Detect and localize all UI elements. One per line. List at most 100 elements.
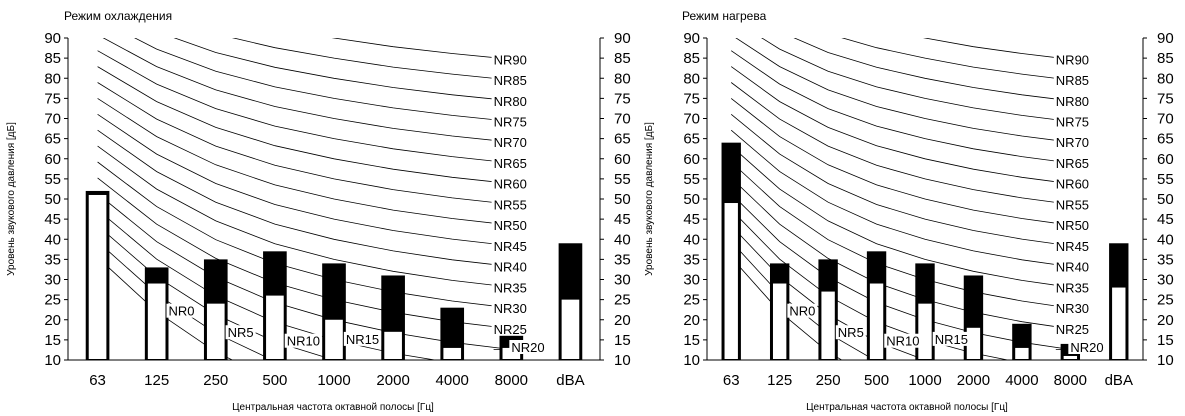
nr-label-nr15: NR15 [935,332,968,347]
y-tick-label-right: 70 [1157,111,1174,128]
nr-label-nr20: NR20 [1070,340,1103,355]
x-tick-label: 125 [144,372,169,389]
y-tick-label-right: 35 [614,251,631,268]
nr-label-nr80: NR80 [1056,94,1089,109]
nr-curve-nr40 [97,129,512,267]
y-tick-label-right: 90 [614,30,631,47]
nr-label-bg [1053,321,1092,336]
y-tick-label-left: 60 [44,151,61,168]
y-tick-label-right: 45 [1157,211,1174,228]
y-tick-label-left: 90 [44,30,61,47]
nr-label-bg [225,325,256,340]
bar-inner [869,283,884,359]
y-tick-label-left: 85 [683,50,700,67]
bar-inner [561,299,580,359]
nr-label-nr5: NR5 [228,325,254,340]
bar-inner [821,291,835,359]
y-tick-label-right: 85 [614,50,631,67]
bar-inner [1112,287,1126,359]
nr-label-nr50: NR50 [494,218,527,233]
nr-label-bg [1053,218,1092,233]
y-tick-label-right: 60 [1157,151,1174,168]
bar-inner [325,319,343,359]
y-tick-label-right: 55 [614,171,631,188]
nr-label-bg [284,333,322,348]
nr-label-bg [491,114,529,129]
nr-curve-nr70 [102,38,512,143]
nr-label-bg [1053,93,1092,108]
x-tick-label: 8000 [1054,372,1087,389]
y-tick-label-right: 40 [614,231,631,248]
nr-label-nr85: NR85 [1056,73,1089,88]
nr-curve-nr60 [97,66,512,185]
chart-title: Режим нагрева [682,9,767,23]
y-tick-label-left: 20 [44,312,61,329]
nr-label-bg [1053,155,1092,170]
nr-label-nr90: NR90 [1056,52,1089,67]
nr-curve-nr55 [730,82,1071,205]
y-axis-label: Уровень звукового давления [дБ] [6,122,17,276]
y-tick-label-left: 75 [44,90,61,107]
y-tick-label-right: 20 [1157,312,1174,329]
nr-curve-nr60 [730,66,1071,185]
chart-2: Режим нагрева 10 10 15 15 20 20 25 25 30 30 35 35 40 4… [644,9,1174,413]
nr-label-bg [491,238,529,253]
bar-inner [147,283,166,359]
nr-label-bg [1053,280,1092,295]
y-tick-label-left: 30 [683,272,700,289]
y-axis-label: Уровень звукового давления [дБ] [644,122,655,276]
nr-label-nr30: NR30 [1056,301,1089,316]
y-tick-label-right: 80 [614,70,631,87]
nr-label-nr30: NR30 [494,301,527,316]
x-tick-label: dBA [1105,372,1133,389]
bar-inner [966,327,981,359]
x-tick-label: 250 [203,372,228,389]
x-tick-label: 63 [89,372,106,389]
nr-label-bg [491,155,529,170]
y-tick-label-right: 20 [614,312,631,329]
nr-curve-nr10 [97,225,336,360]
nr-label-bg [1053,197,1092,212]
nr-curve-nr70 [735,38,1071,143]
nr-curve-nr10 [730,225,927,360]
nr-label-bg [1053,52,1092,67]
nr-label-bg [491,280,529,295]
y-tick-label-right: 25 [614,292,631,309]
y-tick-label-right: 10 [614,352,631,369]
y-tick-label-left: 50 [44,191,61,208]
nr-label-bg [835,325,866,340]
bar-inner [724,203,738,359]
y-tick-label-left: 35 [44,251,61,268]
y-tick-label-left: 25 [44,292,61,309]
nr-label-bg [884,333,922,348]
x-axis-label: Центральная частота октавной полосы [Гц] [806,402,1008,413]
nr-label-bg [491,218,529,233]
nr-label-nr65: NR65 [1056,156,1089,171]
y-tick-label-left: 35 [683,251,700,268]
nr-curve-nr50 [97,98,512,226]
nr-label-nr20: NR20 [511,340,544,355]
nr-label-bg [932,331,970,346]
nr-label-bg [1053,135,1092,150]
y-tick-label-left: 40 [44,231,61,248]
y-tick-label-right: 15 [1157,332,1174,349]
y-tick-label-right: 30 [1157,272,1174,289]
y-tick-label-left: 85 [44,50,61,67]
y-tick-label-right: 75 [1157,90,1174,107]
y-tick-label-right: 55 [1157,171,1174,188]
bar-inner [772,283,787,359]
y-tick-label-right: 25 [1157,292,1174,309]
nr-label-bg [1068,340,1106,354]
nr-label-bg [343,331,382,346]
nr-label-bg [491,197,529,212]
y-tick-label-left: 70 [683,111,700,128]
y-tick-label-right: 90 [1157,30,1174,47]
y-tick-label-left: 80 [44,70,61,87]
nr-curve-nr75 [761,38,1071,122]
bar-inner [1063,355,1078,359]
nr-label-bg [1053,301,1092,316]
y-tick-label-left: 20 [683,312,700,329]
y-tick-label-left: 45 [683,211,700,228]
y-tick-label-left: 55 [44,171,61,188]
nr-label-nr90: NR90 [494,52,527,67]
